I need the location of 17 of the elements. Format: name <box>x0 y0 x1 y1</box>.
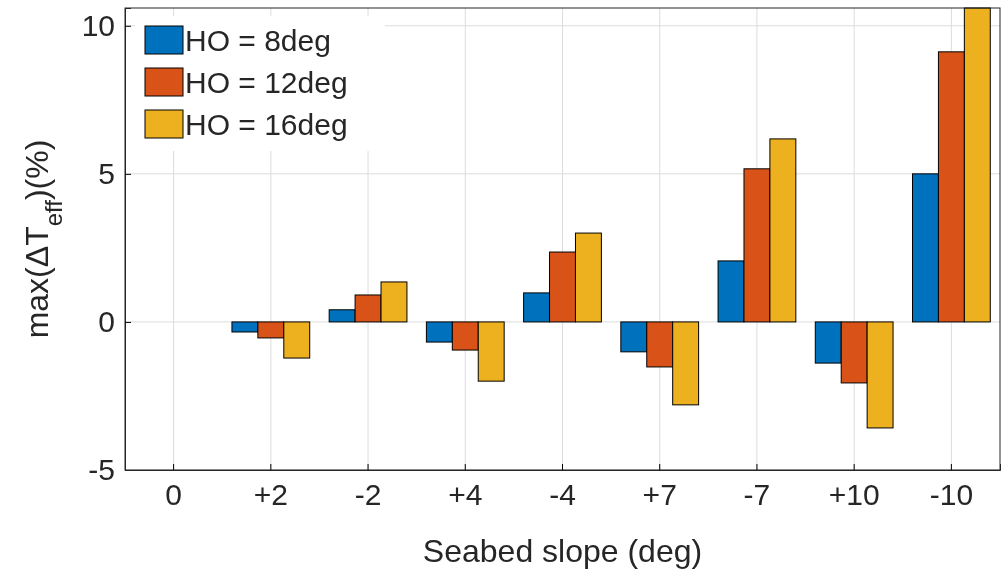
x-tick-label: +2 <box>253 478 288 512</box>
x-tick-label: +10 <box>828 478 880 512</box>
x-tick-label: -7 <box>743 478 771 512</box>
y-tick-label: 0 <box>98 305 115 339</box>
x-tick-label: -10 <box>929 478 974 512</box>
y-tick-label: -5 <box>88 453 115 487</box>
y-tick-label: 10 <box>81 8 115 42</box>
x-tick-label: +4 <box>448 478 483 512</box>
legend-label: HO = 16deg <box>185 108 348 141</box>
x-tick-label: -4 <box>549 478 576 512</box>
x-axis-title: Seabed slope (deg) <box>422 533 703 569</box>
x-tick-label: 0 <box>165 478 182 512</box>
legend-label: HO = 8deg <box>185 24 331 57</box>
y-tick-label: 5 <box>98 156 115 190</box>
x-tick-label: -2 <box>354 478 382 512</box>
x-tick-label: +7 <box>642 478 677 512</box>
legend-label: HO = 12deg <box>185 66 348 99</box>
